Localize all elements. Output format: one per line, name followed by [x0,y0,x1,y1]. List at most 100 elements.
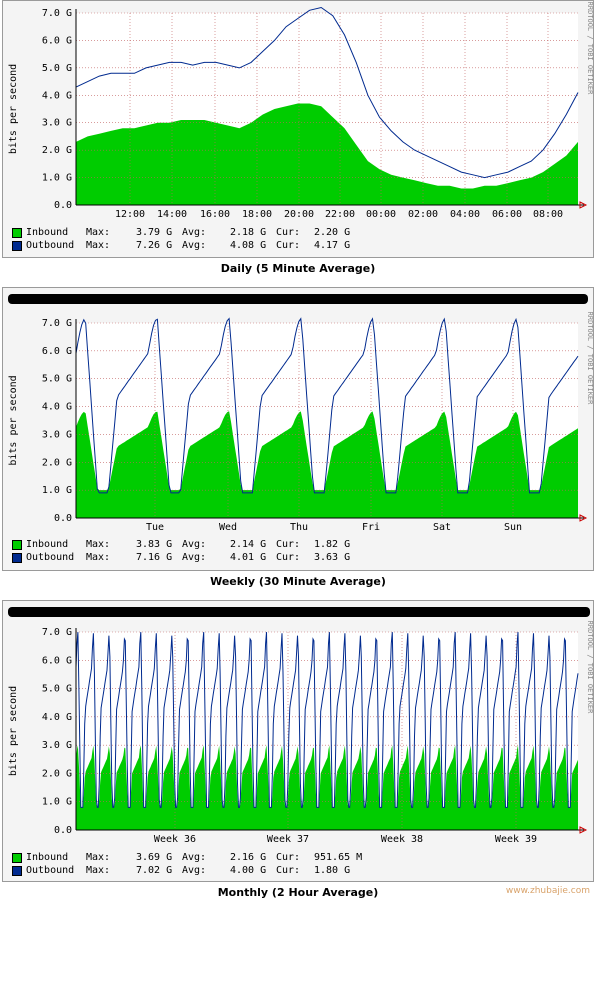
outbound-avg: 4.00 G [230,865,267,876]
y-tick-label: 1.0 G [42,485,72,496]
cur-label: Cur: [276,240,301,251]
y-tick-label: 6.0 G [42,35,72,46]
inbound-area [76,745,578,830]
inbound-swatch [12,228,22,238]
weekly-chart: 0.0 1.0 G 2.0 G 3.0 G 4.0 G 5.0 G 6.0 G 7.0 G Tu… [8,312,594,533]
x-tick-label: 18:00 [242,209,272,220]
max-label: Max: [86,539,111,550]
daily-caption: Daily (5 Minute Average) [220,262,376,275]
outbound-swatch [12,241,22,251]
outbound-avg: 4.08 G [230,240,267,251]
inbound-max: 3.69 G [136,852,173,863]
legend-inbound-label: Inbound [26,227,69,238]
legend-outbound-label: Outbound [26,552,75,563]
y-tick-label: 7.0 G [42,8,72,19]
y-tick-label: 6.0 G [42,655,72,666]
y-tick-label: 4.0 G [42,402,72,413]
rrdtool-credit: RRDTOOL / TOBI OETIKER [586,621,594,715]
weekly-graph-panel: 0.0 1.0 G 2.0 G 3.0 G 4.0 G 5.0 G 6.0 G 7.0 G Tu… [0,287,596,593]
y-tick-label: 0.0 [54,825,72,836]
x-tick-label: Week 36 [154,834,196,845]
x-tick-label: 04:00 [450,209,480,220]
cur-label: Cur: [276,552,301,563]
weekly-caption: Weekly (30 Minute Average) [210,575,386,588]
avg-label: Avg: [182,552,207,563]
x-tick-label: 12:00 [115,209,145,220]
cur-label: Cur: [276,852,301,863]
inbound-swatch [12,540,22,550]
y-tick-label: 5.0 G [42,374,72,385]
outbound-line [75,632,579,808]
x-tick-label: Tue [146,522,164,533]
y-tick-label: 0.0 [54,513,72,524]
x-tick-label: Week 39 [495,834,537,845]
legend-inbound-label: Inbound [26,539,69,550]
outbound-cur: 4.17 G [314,240,351,251]
inbound-max: 3.79 G [136,227,173,238]
legend-row-inbound: Inbound Max: 3.79 G Avg: 2.18 G Cur: 2.2… [12,226,350,239]
inbound-area [76,411,578,518]
max-label: Max: [86,240,111,251]
avg-label: Avg: [182,539,207,550]
y-tick-label: 7.0 G [42,627,72,638]
outbound-swatch [12,866,22,876]
inbound-avg: 2.18 G [230,227,267,238]
y-tick-label: 4.0 G [42,90,72,101]
x-axis-arrow [579,201,588,209]
y-tick-label: 2.0 G [42,457,72,468]
y-tick-label: 0.0 [54,200,72,211]
watermark: www.zhubajie.com [505,886,590,896]
y-tick-label: 1.0 G [42,173,72,184]
y-tick-label: 4.0 G [42,712,72,723]
y-tick-label: 6.0 G [42,346,72,357]
y-tick-label: 5.0 G [42,684,72,695]
y-axis-label: bits per second [8,375,19,465]
x-tick-label: Sun [504,522,522,533]
y-tick-label: 2.0 G [42,145,72,156]
outbound-max: 7.16 G [136,552,173,563]
outbound-cur: 3.63 G [314,552,351,563]
legend-outbound-label: Outbound [26,865,75,876]
x-axis-arrow [579,826,588,834]
x-tick-label: Sat [433,522,451,533]
x-tick-label: 22:00 [325,209,355,220]
y-tick-label: 7.0 G [42,318,72,329]
max-label: Max: [86,552,111,563]
legend-row-inbound: Inbound Max: 3.69 G Avg: 2.16 G Cur: 951… [12,851,362,864]
legend-row-outbound: Outbound Max: 7.26 G Avg: 4.08 G Cur: 4.… [12,239,350,252]
x-tick-label: Week 37 [267,834,309,845]
x-tick-label: 14:00 [157,209,187,220]
avg-label: Avg: [182,852,207,863]
y-tick-label: 3.0 G [42,740,72,751]
daily-graph-panel: 0.0 1.0 G 2.0 G 3.0 G 4.0 G 5.0 G 6.0 G 7.0 G 12… [0,0,596,280]
x-tick-label: Wed [219,522,237,533]
inbound-cur: 2.20 G [314,227,351,238]
daily-legend: Inbound Max: 3.79 G Avg: 2.18 G Cur: 2.2… [12,226,350,252]
inbound-cur: 1.82 G [314,539,351,550]
y-tick-label: 3.0 G [42,118,72,129]
outbound-cur: 1.80 G [314,865,351,876]
y-tick-label: 1.0 G [42,797,72,808]
legend-row-outbound: Outbound Max: 7.16 G Avg: 4.01 G Cur: 3.… [12,551,350,564]
inbound-avg: 2.14 G [230,539,267,550]
inbound-area [76,103,578,205]
inbound-swatch [12,853,22,863]
max-label: Max: [86,227,111,238]
avg-label: Avg: [182,865,207,876]
y-tick-label: 3.0 G [42,429,72,440]
monthly-chart: 0.0 1.0 G 2.0 G 3.0 G 4.0 G 5.0 G 6.0 G 7.0 G We… [8,621,594,845]
legend-inbound-label: Inbound [26,852,69,863]
y-axis-label: bits per second [8,686,19,776]
rrdtool-credit: RRDTOOL / TOBI OETIKER [586,2,594,96]
monthly-legend: Inbound Max: 3.69 G Avg: 2.16 G Cur: 951… [12,851,362,877]
x-tick-label: Week 38 [381,834,423,845]
avg-label: Avg: [182,240,207,251]
redacted-title-bar [8,294,588,304]
x-tick-label: Thu [290,522,308,533]
x-tick-label: 20:00 [284,209,314,220]
cur-label: Cur: [276,865,301,876]
y-tick-label: 2.0 G [42,768,72,779]
x-tick-label: 08:00 [533,209,563,220]
x-tick-label: 02:00 [408,209,438,220]
rrdtool-credit: RRDTOOL / TOBI OETIKER [586,312,594,406]
